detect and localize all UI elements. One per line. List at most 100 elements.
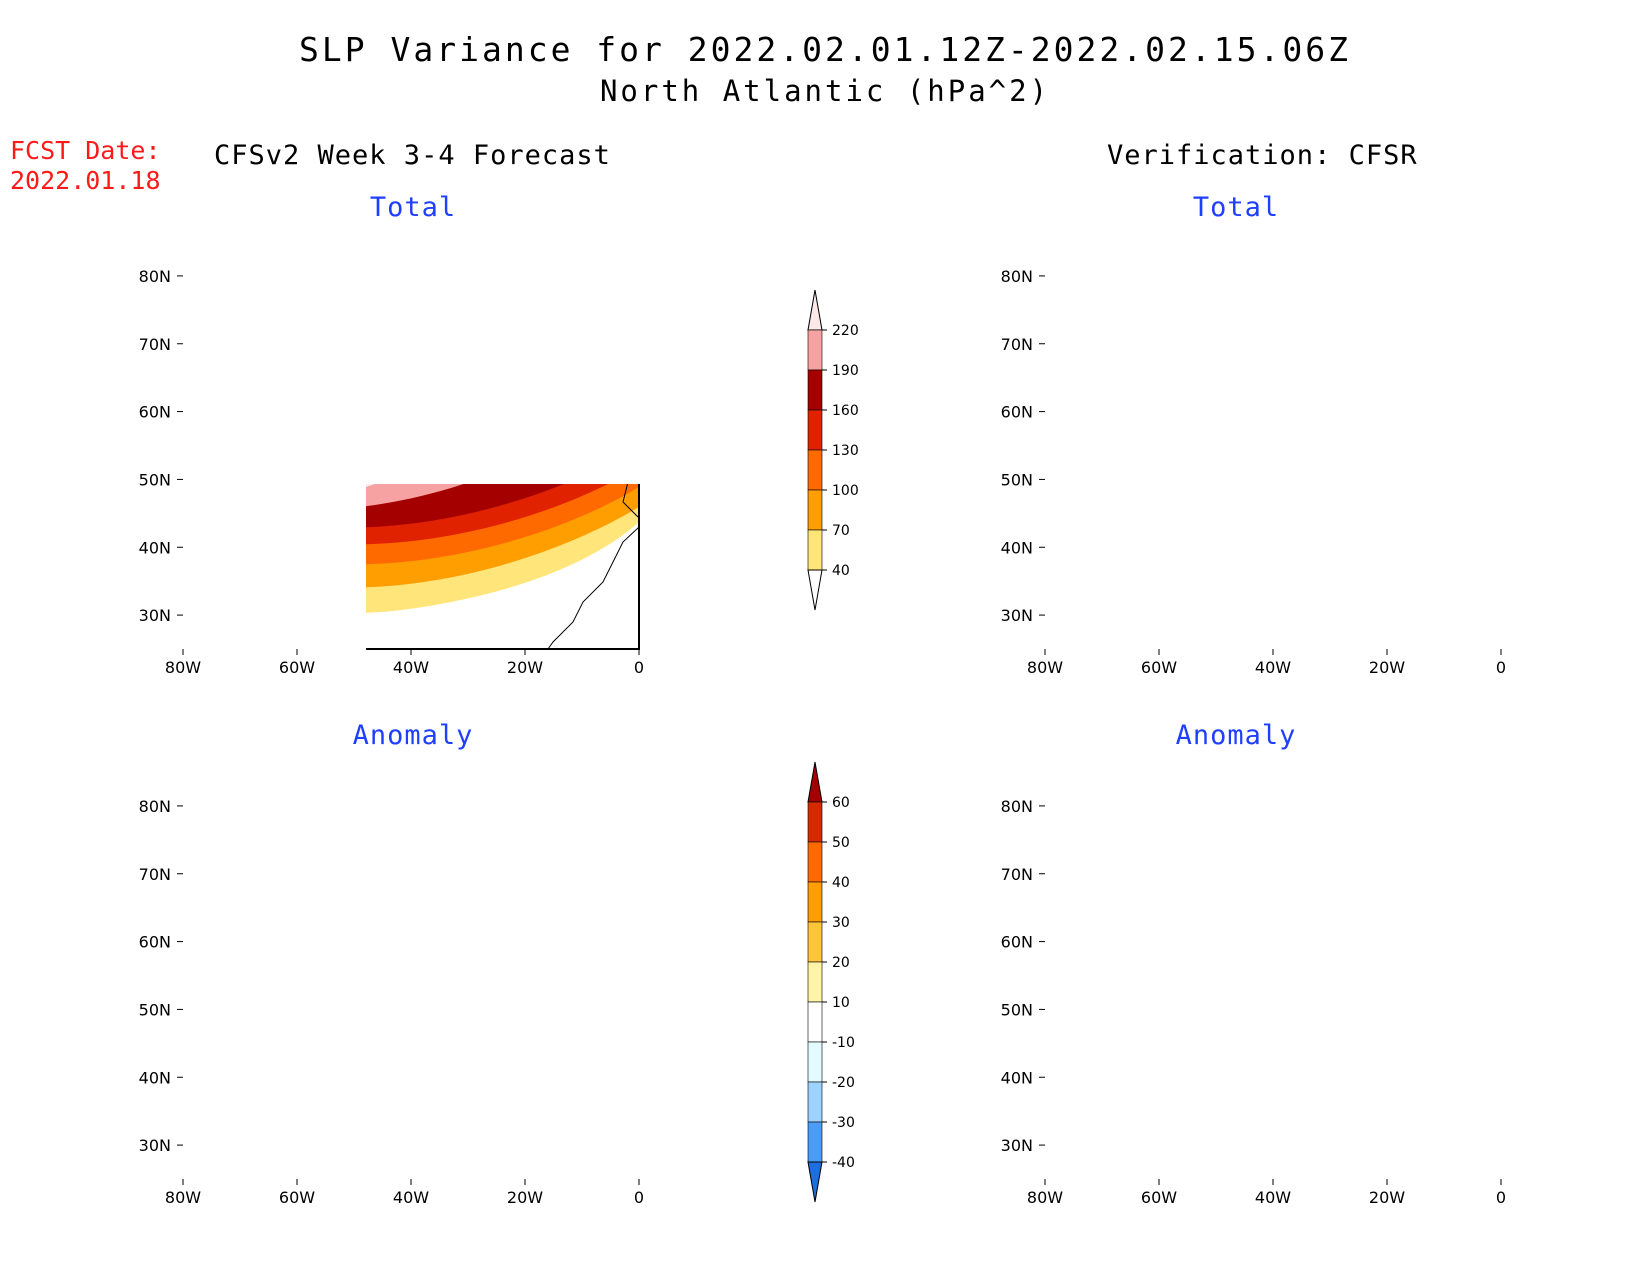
x-tick-label: 60W bbox=[279, 1188, 315, 1207]
colorbar-segment bbox=[807, 1121, 823, 1163]
y-tick-label: 70N bbox=[139, 865, 171, 884]
anom-30 bbox=[226, 852, 639, 1034]
x-tick-label: 60W bbox=[1141, 658, 1177, 677]
colorbar-bottom-cap bbox=[807, 569, 823, 611]
y-tick-label: 60N bbox=[1001, 403, 1033, 422]
panel-forecast-anomaly bbox=[183, 772, 639, 1179]
contour-190 bbox=[1135, 326, 1501, 497]
coastlines bbox=[183, 787, 639, 1179]
y-tick-label: 80N bbox=[139, 267, 171, 286]
anom-20 bbox=[203, 821, 639, 1047]
anom-neg40-mid bbox=[1143, 928, 1225, 990]
colorbar-segment bbox=[807, 529, 823, 571]
y-tick-label: 50N bbox=[139, 1000, 171, 1019]
chart-title: SLP Variance for 2022.02.01.12Z-2022.02.… bbox=[299, 30, 1351, 69]
colorbar-anomaly: 60 50 40 30 20 10 -10 -20 -30 -40 bbox=[807, 761, 855, 1203]
anom-neg20b bbox=[203, 872, 236, 908]
y-tick-label: 40N bbox=[139, 538, 171, 557]
x-tick-label: 40W bbox=[393, 658, 429, 677]
x-tick-label: 60W bbox=[279, 658, 315, 677]
anom-10 bbox=[183, 811, 639, 1063]
panel-forecast-total bbox=[183, 295, 640, 650]
anom-neg40-north bbox=[1257, 780, 1501, 868]
y-tick-label: 40N bbox=[1001, 538, 1033, 557]
anom-60-band bbox=[1175, 838, 1501, 997]
panel-verification-total bbox=[1045, 242, 1501, 649]
y-tick-label: 50N bbox=[139, 470, 171, 489]
anom-neg20-west bbox=[1045, 1012, 1100, 1079]
contour-40 bbox=[1045, 242, 1501, 592]
y-tick-label: 70N bbox=[1001, 335, 1033, 354]
anom-neg10b bbox=[183, 1037, 503, 1146]
x-tick-label: 60W bbox=[1141, 1188, 1177, 1207]
colorbar-total: 220 190 160 130 100 70 40 bbox=[807, 289, 859, 611]
colorbar-label: 20 bbox=[832, 955, 850, 971]
colorbar-label: -10 bbox=[832, 1035, 855, 1051]
fcst-date-label: FCST Date: bbox=[10, 136, 161, 165]
anom-neg10 bbox=[183, 860, 245, 936]
colorbar-bottom-cap bbox=[807, 1161, 823, 1203]
anom-40 bbox=[239, 862, 639, 1022]
y-tick-label: 30N bbox=[139, 606, 171, 625]
contour-130 bbox=[1099, 290, 1501, 528]
colorbar-label: 100 bbox=[832, 483, 859, 499]
colorbar-segment bbox=[807, 449, 823, 491]
x-tick-label: 80W bbox=[1027, 1188, 1063, 1207]
colorbar-label: 50 bbox=[832, 835, 850, 851]
anom-pos-labrador bbox=[1075, 881, 1118, 947]
colorbar-label: -20 bbox=[832, 1075, 855, 1091]
anom-10-band bbox=[1136, 812, 1501, 1032]
anom-60 bbox=[260, 882, 406, 1010]
anom-50-band bbox=[1164, 830, 1501, 1010]
panel-verification-anomaly bbox=[1045, 772, 1501, 1179]
colorbar-label: 190 bbox=[832, 363, 859, 379]
coastlines bbox=[1045, 257, 1501, 649]
x-tick-label: 80W bbox=[1027, 658, 1063, 677]
colorbar-label: -30 bbox=[832, 1115, 855, 1131]
contour-70 bbox=[1045, 258, 1501, 568]
colorbar-label: 130 bbox=[832, 443, 859, 459]
contour-white-west bbox=[183, 336, 224, 390]
anom-30-band bbox=[1152, 822, 1501, 1022]
colorbar-label: 70 bbox=[832, 523, 850, 539]
x-tick-label: 0 bbox=[1496, 1188, 1506, 1207]
coastlines bbox=[1045, 787, 1501, 1179]
contour-220b bbox=[463, 342, 578, 381]
colorbar-label: 30 bbox=[832, 915, 850, 931]
contour-white-north bbox=[1315, 242, 1501, 332]
y-tick-label: 60N bbox=[139, 933, 171, 952]
y-tick-label: 30N bbox=[1001, 1136, 1033, 1155]
contour-220 bbox=[366, 484, 375, 487]
contour-220 bbox=[1145, 347, 1501, 482]
anom-60b bbox=[443, 891, 603, 930]
colorbar-segment bbox=[807, 489, 823, 531]
colorbar-label: 160 bbox=[832, 403, 859, 419]
contour-160 bbox=[1125, 293, 1501, 507]
colorbar-segment bbox=[807, 801, 823, 843]
fcst-date-value: 2022.01.18 bbox=[10, 166, 161, 195]
coastlines bbox=[547, 484, 640, 650]
colorbar-label: -40 bbox=[832, 1155, 855, 1171]
colorbar-label: 40 bbox=[832, 875, 850, 891]
anom-neg20-mid bbox=[1133, 917, 1236, 1002]
y-tick-label: 50N bbox=[1001, 470, 1033, 489]
left-column-title: CFSv2 Week 3-4 Forecast bbox=[214, 140, 611, 171]
y-tick-label: 40N bbox=[1001, 1068, 1033, 1087]
x-tick-label: 20W bbox=[507, 1188, 543, 1207]
contour-100 bbox=[1065, 272, 1501, 547]
anom-neg20-north bbox=[1242, 772, 1501, 883]
y-tick-label: 30N bbox=[1001, 606, 1033, 625]
x-tick-label: 80W bbox=[165, 1188, 201, 1207]
colorbar-segment bbox=[807, 369, 823, 411]
colorbar-segment bbox=[807, 921, 823, 963]
colorbar-label: 40 bbox=[832, 563, 850, 579]
anom-neg20-south bbox=[1115, 1011, 1362, 1121]
colorbar-segment bbox=[807, 1081, 823, 1123]
y-tick-label: 60N bbox=[139, 403, 171, 422]
colorbar-segment bbox=[807, 881, 823, 923]
fcst-date-block: FCST Date: 2022.01.18 bbox=[10, 136, 161, 196]
y-tick-label: 30N bbox=[139, 1136, 171, 1155]
colorbar-label: 60 bbox=[832, 795, 850, 811]
x-tick-label: 0 bbox=[1496, 658, 1506, 677]
contour-inner-low bbox=[341, 295, 393, 357]
